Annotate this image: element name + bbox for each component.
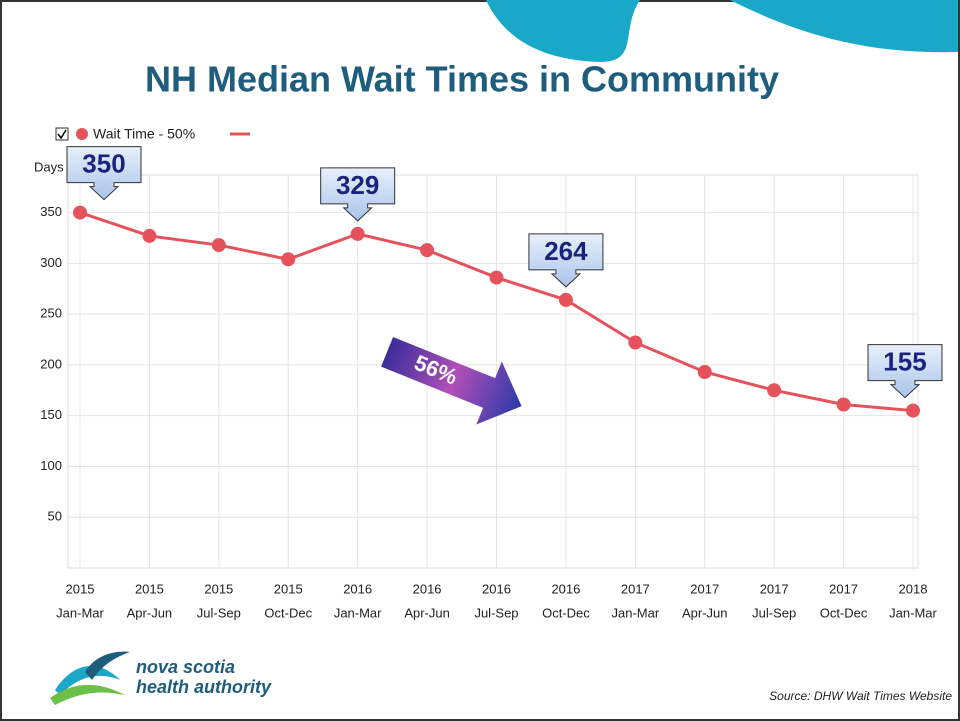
x-tick-label: Jul-Sep (474, 605, 518, 620)
y-tick-label: 300 (40, 255, 62, 270)
legend (55, 127, 69, 141)
data-point (628, 335, 643, 350)
y-tick-label: 350 (40, 204, 62, 219)
x-tick-label: Apr-Jun (127, 605, 173, 620)
x-tick-label: Oct-Dec (820, 605, 868, 620)
logo (50, 651, 130, 705)
callout-box (528, 233, 604, 288)
data-point (211, 238, 226, 253)
x-tick-label: Jul-Sep (752, 605, 796, 620)
source-note: Source: DHW Wait Times Website (769, 689, 952, 703)
legend-marker (76, 128, 88, 140)
x-tick-label: 2017 (829, 581, 858, 596)
logo-text: nova scotia (136, 657, 235, 677)
x-tick-label: Jan-Mar (611, 605, 659, 620)
x-tick-label: Apr-Jun (682, 605, 728, 620)
callout-label: 264 (544, 236, 588, 266)
arrow-shape (381, 336, 522, 425)
x-tick-label: Jan-Mar (889, 605, 937, 620)
y-tick-label: 50 (48, 509, 62, 524)
data-point (350, 226, 365, 241)
data-point (906, 403, 920, 418)
x-tick-label: Oct-Dec (264, 605, 312, 620)
callout: 329 (320, 167, 396, 222)
x-tick-label: 2015 (274, 581, 303, 596)
x-tick-label: 2015 (204, 581, 233, 596)
y-tick-label: 200 (40, 356, 62, 371)
legend-label: Wait Time - 50% (93, 126, 195, 142)
y-tick-label: 250 (40, 306, 62, 321)
logo-text: health authority (136, 677, 272, 697)
y-tick-label: 100 (40, 458, 62, 473)
x-tick-label: Jul-Sep (197, 605, 241, 620)
y-axis-label: Days (34, 159, 64, 174)
callout-box (320, 167, 396, 222)
callout: 155 (867, 344, 943, 399)
data-point (558, 292, 573, 307)
data-point (420, 243, 435, 258)
x-tick-label: Oct-Dec (542, 605, 590, 620)
data-point (836, 397, 851, 412)
x-tick-label: 2017 (760, 581, 789, 596)
callout: 264 (528, 233, 604, 288)
data-point (142, 228, 157, 243)
x-tick-label: 2015 (135, 581, 164, 596)
x-tick-label: 2018 (899, 581, 928, 596)
data-point (73, 205, 87, 220)
chart-title: NH Median Wait Times in Community (145, 59, 779, 100)
x-tick-label: 2017 (690, 581, 719, 596)
legend-checkbox[interactable] (55, 127, 69, 141)
callout-box (66, 146, 142, 201)
plot-area (67, 174, 919, 569)
decor-wave (730, 0, 958, 53)
callout-label: 155 (883, 346, 926, 376)
x-tick-label: 2016 (482, 581, 511, 596)
x-tick-label: 2016 (551, 581, 580, 596)
data-point (767, 383, 782, 398)
x-tick-label: 2017 (621, 581, 650, 596)
x-tick-label: 2015 (66, 581, 95, 596)
check (57, 129, 67, 140)
callout-label: 329 (336, 170, 379, 200)
data-point (489, 270, 504, 285)
callout-label: 350 (82, 148, 125, 178)
data-point (697, 365, 712, 380)
x-tick-label: Jan-Mar (334, 605, 382, 620)
decor-wave (486, 0, 640, 62)
x-tick-label: 2016 (413, 581, 442, 596)
callout-box (867, 344, 943, 399)
data-point (281, 252, 296, 267)
x-tick-label: Jan-Mar (56, 605, 104, 620)
x-tick-label: 2016 (343, 581, 372, 596)
callout: 350 (66, 146, 142, 201)
y-tick-label: 150 (40, 407, 62, 422)
x-tick-label: Apr-Jun (404, 605, 450, 620)
